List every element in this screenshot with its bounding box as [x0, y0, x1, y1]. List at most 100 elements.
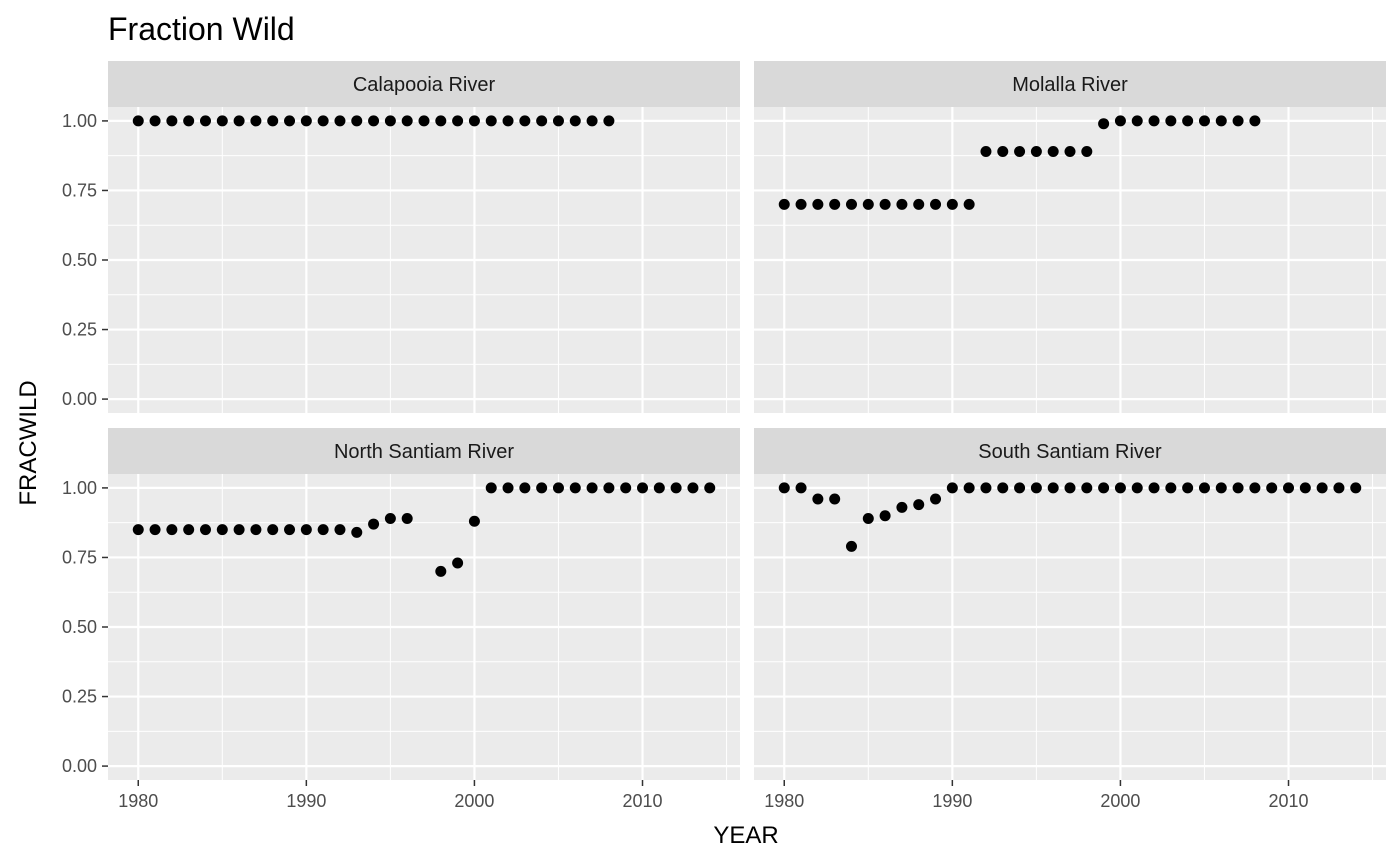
data-point — [166, 524, 178, 536]
data-point — [963, 198, 975, 210]
data-point — [687, 482, 699, 494]
data-point — [1047, 146, 1059, 158]
data-point — [435, 115, 447, 127]
y-tick-label: 1.00 — [62, 478, 97, 498]
data-point — [829, 493, 841, 505]
data-point — [1047, 482, 1059, 494]
data-point — [1165, 115, 1177, 127]
data-point — [862, 198, 874, 210]
data-point — [1182, 115, 1194, 127]
x-tick-label: 1980 — [764, 791, 804, 811]
data-point — [468, 115, 480, 127]
data-point — [183, 115, 195, 127]
y-tick-label: 0.75 — [62, 180, 97, 200]
data-point — [879, 510, 891, 522]
data-point — [1098, 482, 1110, 494]
facet-strip — [754, 61, 1386, 107]
data-point — [930, 493, 942, 505]
data-point — [1283, 482, 1295, 494]
data-point — [997, 482, 1009, 494]
data-point — [502, 482, 514, 494]
data-point — [552, 115, 564, 127]
x-tick-label: 2000 — [454, 791, 494, 811]
data-point — [368, 115, 380, 127]
data-point — [233, 115, 245, 127]
data-point — [913, 499, 925, 511]
data-point — [620, 482, 632, 494]
data-point — [216, 115, 228, 127]
data-point — [384, 513, 396, 525]
data-point — [963, 482, 975, 494]
data-point — [1215, 115, 1227, 127]
data-point — [502, 115, 514, 127]
data-point — [519, 115, 531, 127]
y-tick-label: 0.50 — [62, 250, 97, 270]
data-point — [132, 524, 144, 536]
data-point — [1030, 146, 1042, 158]
data-point — [1064, 146, 1076, 158]
data-point — [519, 482, 531, 494]
chart-title: Fraction Wild — [108, 11, 295, 47]
data-point — [536, 482, 548, 494]
data-point — [452, 115, 464, 127]
data-point — [1081, 146, 1093, 158]
data-point — [1198, 115, 1210, 127]
y-tick-label: 0.00 — [62, 389, 97, 409]
facet-panel: North Santiam River 0.00 0.25 0.50 0.75 1.00 1… — [62, 428, 740, 811]
data-point — [795, 198, 807, 210]
data-point — [1215, 482, 1227, 494]
data-point — [586, 482, 598, 494]
data-point — [1316, 482, 1328, 494]
data-point — [149, 115, 161, 127]
data-point — [351, 115, 363, 127]
data-point — [586, 115, 598, 127]
data-point — [468, 515, 480, 527]
facet-strip — [108, 428, 740, 474]
data-point — [1266, 482, 1278, 494]
data-point — [930, 198, 942, 210]
data-point — [862, 513, 874, 525]
data-point — [1081, 482, 1093, 494]
data-point — [284, 524, 296, 536]
facet-panel: Calapooia River 0.00 0.25 0.50 0.75 1.00 — [62, 61, 740, 413]
data-point — [334, 524, 346, 536]
data-point — [1249, 115, 1261, 127]
data-point — [896, 501, 908, 513]
data-point — [267, 524, 279, 536]
facet-strip-label: Calapooia River — [353, 74, 496, 96]
data-point — [637, 482, 649, 494]
data-point — [896, 198, 908, 210]
y-axis-title: FRACWILD — [15, 380, 42, 505]
data-point — [317, 524, 329, 536]
data-point — [670, 482, 682, 494]
data-point — [300, 115, 312, 127]
data-point — [1232, 115, 1244, 127]
data-point — [317, 115, 329, 127]
x-tick-label: 2010 — [622, 791, 662, 811]
data-point — [401, 513, 413, 525]
data-point — [418, 115, 430, 127]
data-point — [435, 565, 447, 577]
data-point — [1114, 482, 1126, 494]
data-point — [485, 482, 497, 494]
data-point — [1014, 482, 1026, 494]
y-tick-label: 1.00 — [62, 111, 97, 131]
data-point — [845, 198, 857, 210]
data-point — [1131, 482, 1143, 494]
data-point — [216, 524, 228, 536]
y-axis-title-group: FRACWILD — [15, 380, 42, 505]
facet-strip-label: South Santiam River — [978, 441, 1162, 463]
data-point — [300, 524, 312, 536]
data-point — [1114, 115, 1126, 127]
data-point — [368, 518, 380, 530]
data-point — [233, 524, 245, 536]
data-point — [401, 115, 413, 127]
data-point — [812, 198, 824, 210]
data-point — [704, 482, 716, 494]
data-point — [997, 146, 1009, 158]
data-point — [166, 115, 178, 127]
x-tick-label: 1990 — [286, 791, 326, 811]
data-point — [1249, 482, 1261, 494]
data-point — [603, 115, 615, 127]
y-tick-label: 0.50 — [62, 617, 97, 637]
